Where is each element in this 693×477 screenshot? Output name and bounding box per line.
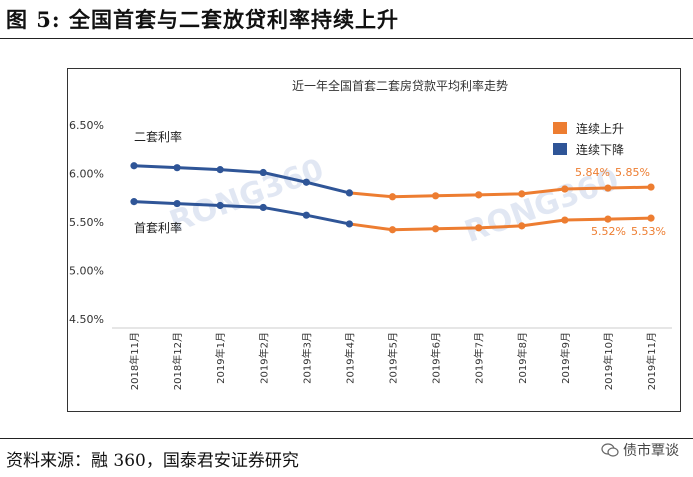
data-point — [561, 216, 569, 224]
data-point — [302, 211, 310, 219]
y-tick-label: 5.00% — [69, 265, 104, 278]
x-tick-label: 2019年2月 — [257, 332, 270, 384]
data-point — [130, 162, 138, 170]
series-label: 首套利率 — [134, 220, 182, 235]
data-point — [302, 178, 310, 186]
x-tick-label: 2019年8月 — [516, 332, 529, 384]
x-tick-label: 2019年10月 — [602, 332, 615, 390]
series-line-falling — [133, 200, 350, 226]
x-tick-label: 2019年5月 — [387, 332, 400, 384]
value-label: 5.85% — [615, 166, 650, 179]
data-point — [216, 166, 224, 174]
y-axis: 6.50% 6.00% 5.50% 5.00% 4.50% — [69, 119, 104, 326]
data-point — [431, 225, 440, 233]
data-point — [604, 215, 612, 223]
data-point — [130, 198, 138, 206]
y-tick-label: 5.50% — [69, 216, 104, 229]
data-point — [561, 185, 569, 193]
account-label: 债市覃谈 — [623, 443, 679, 459]
x-tick-label: 2018年12月 — [171, 332, 184, 390]
series-line-rising — [349, 216, 652, 232]
data-point — [259, 203, 267, 212]
source-note: 资料来源：融 360，国泰君安证券研究 — [6, 451, 299, 471]
x-tick-label: 2018年11月 — [128, 332, 141, 390]
series-points — [130, 162, 655, 234]
series-label: 二套利率 — [134, 129, 182, 144]
data-point — [259, 168, 267, 177]
y-tick-label: 6.00% — [69, 168, 104, 181]
legend-label: 连续下降 — [576, 142, 624, 157]
legend-label: 连续上升 — [576, 121, 624, 136]
data-point — [388, 226, 397, 234]
data-point — [431, 192, 440, 200]
data-point — [388, 193, 397, 201]
data-point — [518, 222, 526, 230]
data-point — [345, 220, 354, 228]
x-tick-label: 2019年3月 — [300, 332, 313, 384]
legend-swatch — [553, 122, 567, 134]
x-tick-label: 2019年4月 — [343, 332, 356, 384]
data-point — [518, 190, 526, 198]
value-label: 5.84% — [575, 166, 610, 179]
wechat-icon — [601, 443, 619, 457]
chart-title: 近一年全国首套二套房贷款平均利率走势 — [292, 78, 508, 93]
y-tick-label: 4.50% — [69, 313, 104, 326]
data-point — [604, 184, 612, 192]
chart-frame — [67, 68, 681, 412]
watermark-group: RONG360 RONG360 — [165, 152, 623, 250]
x-tick-label: 2019年6月 — [430, 332, 443, 384]
x-axis: 2018年11月 2018年12月 2019年1月 2019年2月 2019年3月 201… — [112, 327, 672, 390]
legend-swatch — [553, 143, 567, 155]
data-point — [475, 224, 483, 232]
data-point — [173, 164, 181, 172]
data-point — [475, 191, 483, 199]
annotations: 5.84% 5.85% 5.52% 5.53% — [575, 166, 666, 238]
x-tick-label: 2019年11月 — [645, 332, 658, 390]
account-watermark: 债市覃谈 — [601, 440, 679, 460]
value-label: 5.52% — [591, 225, 626, 238]
watermark-text: RONG360 — [165, 152, 328, 240]
series-line-rising — [349, 185, 652, 199]
data-point — [173, 199, 181, 208]
data-point — [216, 201, 224, 210]
figure-title: 图 5: 全国首套与二套放贷利率持续上升 — [6, 7, 399, 32]
series-lines — [133, 164, 652, 232]
x-tick-label: 2019年1月 — [214, 332, 227, 384]
x-tick-label: 2019年7月 — [473, 332, 486, 384]
data-point — [345, 189, 354, 197]
top-rule — [0, 38, 693, 39]
x-tick-label: 2019年9月 — [559, 332, 572, 384]
series-line-falling — [133, 164, 350, 195]
data-point — [647, 214, 655, 222]
bottom-rule — [0, 438, 693, 439]
y-tick-label: 6.50% — [69, 119, 104, 132]
data-point — [647, 183, 655, 191]
value-label: 5.53% — [631, 225, 666, 238]
